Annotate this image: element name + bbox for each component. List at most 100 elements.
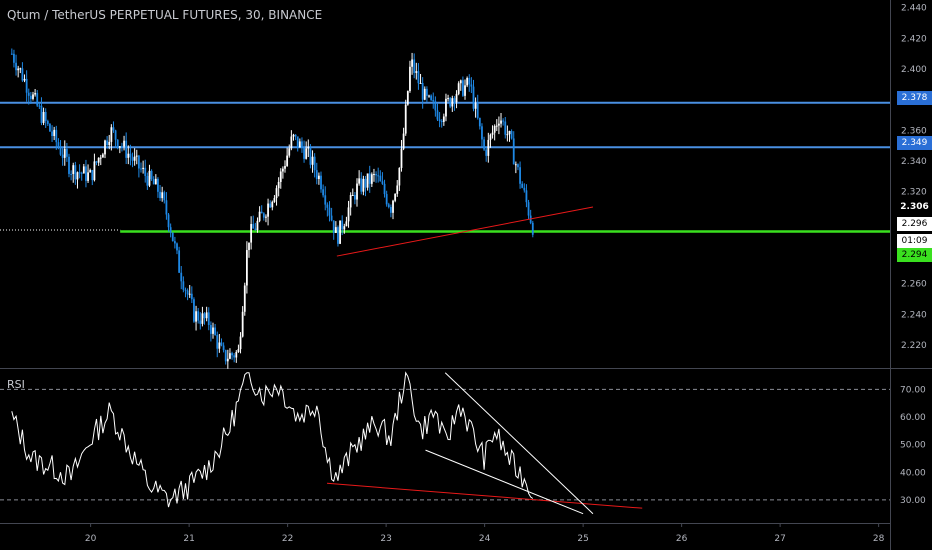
candle-body [493,126,496,133]
candle-body [425,88,428,96]
rsi-trend-line-red [326,482,643,509]
candle-body [59,146,62,155]
candle-body [353,194,356,200]
candle-body [360,178,363,192]
candle-body [330,215,333,221]
price-tag-resistance-upper: 2.378 [897,91,932,105]
candle-body [466,77,469,86]
candle-body [313,156,316,171]
candle-body [44,111,47,121]
candle-body [377,175,380,177]
candle-body [455,93,458,103]
rsi-trend-line-lower [425,449,584,515]
candle-body [133,156,136,161]
candle-body [517,164,519,168]
candle-body [510,131,513,139]
candle-body [417,71,420,84]
candle-body [406,91,409,105]
candle-body [328,207,331,216]
candle-body [216,335,219,349]
candle-body [423,88,426,100]
candle-body [375,174,377,176]
candle-body [63,148,66,158]
candle-body [309,146,312,165]
candle-body [74,165,77,180]
candle-body [332,220,335,233]
candle-body [317,175,320,180]
candle-body [472,86,475,109]
rsi-tick-label: 60.00 [900,413,926,423]
candle-body [29,95,32,99]
candle-body [506,134,509,136]
price-tick-label: 2.420 [901,34,927,44]
candle-body [163,192,166,201]
candle-body [23,78,26,81]
time-tick-label: 23 [380,534,391,544]
candle-body [220,342,223,346]
candle-body [19,68,22,70]
candle-body [500,120,502,124]
candle-body [370,174,373,184]
time-tick-label: 27 [774,534,785,544]
candle-body [57,142,60,147]
candle-body [432,99,435,102]
candle-body [349,195,352,208]
candle-body [521,183,524,188]
candle-body [307,146,310,149]
candle-body [364,178,367,188]
candle-body [53,129,56,137]
price-tag-support: 2.294 [897,248,932,262]
candle-body [80,172,83,174]
candle-body [351,194,354,196]
candle-body [218,342,221,349]
rsi-tick-label: 50.00 [900,441,926,451]
candle-body [409,66,411,92]
candle-body [514,164,517,166]
candle-body [40,105,43,123]
candle-body [248,242,250,251]
candle-body [27,92,30,96]
candle-body [449,98,452,107]
rsi-tick-label: 30.00 [900,496,926,506]
candle-body [97,157,100,163]
time-tick-label: 21 [183,534,194,544]
candle-body [203,313,206,319]
candle-body [123,140,125,147]
candle-body [110,127,113,142]
price-tick-label: 2.340 [901,157,927,167]
candle-body [337,227,339,244]
price-tag-resistance-lower: 2.349 [897,136,932,150]
candle-body [121,146,123,148]
candle-body [180,272,183,282]
candle-body [226,358,229,362]
candle-body [10,53,13,55]
candle-body [173,241,176,244]
candle-body [339,220,341,244]
candle-body [99,157,102,159]
price-tick-label: 2.400 [901,65,927,75]
candle-body [301,141,303,148]
candle-body [82,166,85,174]
candle-body [51,131,53,137]
candle-body [93,161,96,181]
candle-body [21,68,24,81]
candle-body [161,192,164,199]
candle-body [87,172,89,181]
candle-body [326,204,329,208]
candle-body [91,170,94,181]
candle-body [222,345,225,351]
candle-body [334,227,337,233]
candle-body [254,228,257,231]
candle-body [421,82,424,100]
rsi-trend-line-upper [444,372,594,515]
candle-body [519,167,521,184]
candle-body [402,133,405,149]
candle-body [169,227,172,233]
candle-body [305,148,308,159]
candle-body [237,349,240,353]
candle-body [144,167,147,176]
candle-body [296,136,299,148]
candle-body [186,290,189,295]
candle-body [171,232,174,242]
